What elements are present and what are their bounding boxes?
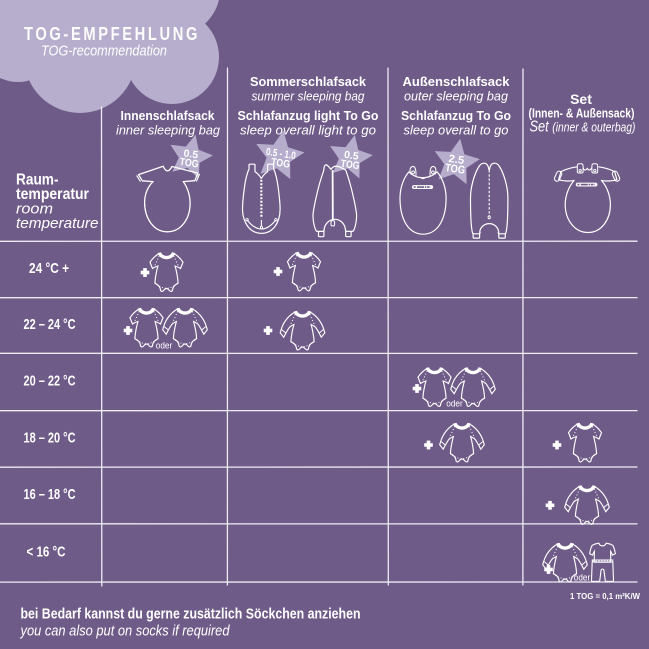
svg-text:you can also put on socks if r: you can also put on socks if required	[20, 624, 231, 640]
svg-text:TOG: TOG	[270, 156, 290, 171]
svg-text:TOG: TOG	[340, 158, 360, 173]
svg-text:Set (inner & outerbag): Set (inner & outerbag)	[530, 119, 636, 136]
svg-text:TOG: TOG	[444, 162, 465, 177]
svg-text:0.5 - 1.0: 0.5 - 1.0	[265, 146, 296, 162]
svg-text:0.5: 0.5	[183, 147, 199, 161]
svg-text:oder: oder	[574, 573, 591, 583]
svg-text:18 – 20 °C: 18 – 20 °C	[24, 429, 76, 446]
svg-text:Innenschlafsack: Innenschlafsack	[121, 108, 216, 123]
svg-text:2.5: 2.5	[448, 153, 465, 167]
svg-text:oder: oder	[446, 399, 463, 409]
svg-text:TOG: TOG	[179, 156, 199, 171]
svg-text:22 – 24 °C: 22 – 24 °C	[24, 316, 76, 333]
svg-text:Raum-: Raum-	[16, 172, 59, 189]
svg-text:Schlafanzug light To Go: Schlafanzug light To Go	[238, 108, 379, 123]
svg-text:sleep overall to go: sleep overall to go	[404, 123, 509, 138]
svg-text:Schlafanzug To Go: Schlafanzug To Go	[401, 108, 511, 123]
svg-text:24 °C +: 24 °C +	[29, 260, 69, 277]
svg-text:(Innen- & Außensack): (Innen- & Außensack)	[529, 107, 635, 121]
svg-text:TOG-recommendation: TOG-recommendation	[41, 43, 167, 60]
svg-text:temperatur: temperatur	[16, 186, 89, 203]
svg-text:temperature: temperature	[16, 215, 99, 232]
svg-text:bei Bedarf kannst du gerne zus: bei Bedarf kannst du gerne zusätzlich Sö…	[21, 606, 361, 623]
svg-text:Sommerschlafsack: Sommerschlafsack	[250, 74, 367, 89]
svg-text:room: room	[16, 201, 53, 218]
svg-text:inner sleeping bag: inner sleeping bag	[116, 123, 221, 138]
svg-text:outer sleeping bag: outer sleeping bag	[404, 89, 509, 104]
svg-text:Außenschlafsack: Außenschlafsack	[403, 74, 511, 89]
svg-text:summer sleeping bag: summer sleeping bag	[252, 89, 366, 104]
svg-text:< 16 °C: < 16 °C	[27, 544, 66, 561]
svg-text:oder: oder	[156, 341, 173, 351]
svg-text:20 – 22 °C: 20 – 22 °C	[24, 373, 76, 390]
svg-text:Set: Set	[570, 91, 592, 107]
svg-text:sleep overall light to go: sleep overall light to go	[240, 123, 376, 138]
svg-text:0.5: 0.5	[343, 149, 359, 163]
svg-text:1 TOG = 0,1 m²K/W: 1 TOG = 0,1 m²K/W	[570, 591, 641, 601]
svg-text:TOG-EMPFEHLUNG: TOG-EMPFEHLUNG	[24, 24, 200, 44]
svg-text:16 – 18 °C: 16 – 18 °C	[24, 486, 76, 503]
